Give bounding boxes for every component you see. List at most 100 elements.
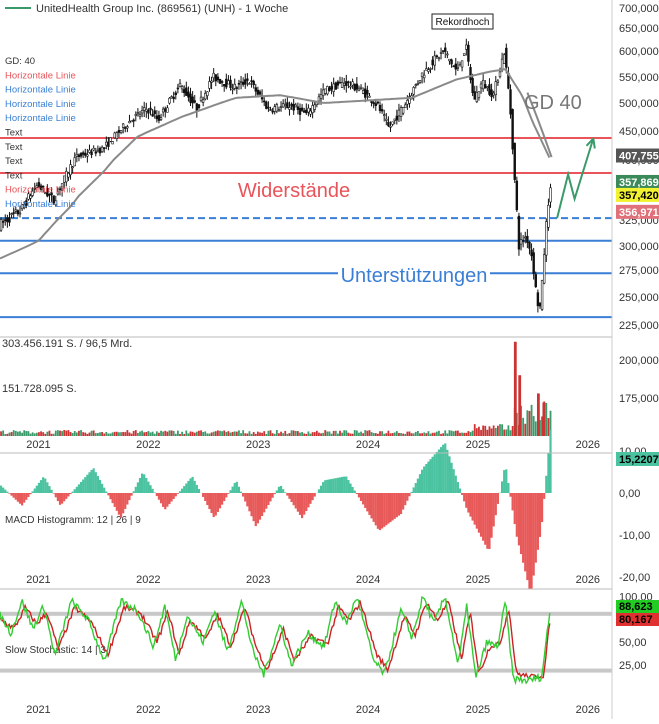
- candle-body: [428, 70, 430, 72]
- volume-bar: [270, 430, 272, 436]
- macd-bar: [469, 493, 471, 517]
- volume-bar: [53, 434, 55, 436]
- volume-bar: [501, 424, 503, 436]
- volume-bar: [444, 430, 446, 436]
- candle-body: [238, 83, 240, 84]
- macd-bar: [427, 462, 429, 493]
- macd-bar: [76, 487, 78, 493]
- volume-bar: [486, 430, 488, 436]
- volume-bar: [343, 430, 345, 436]
- macd-bar: [312, 493, 314, 500]
- volume-bar: [434, 433, 436, 436]
- macd-bar: [347, 480, 349, 493]
- macd-bar: [15, 493, 17, 500]
- candle-body: [213, 73, 215, 78]
- volume-bar: [97, 433, 99, 436]
- macd-bar: [118, 493, 120, 515]
- macd-bar: [234, 483, 236, 493]
- volume-bar: [253, 432, 255, 436]
- volume-bar: [364, 430, 366, 436]
- macd-bar: [314, 493, 316, 497]
- macd-bar: [423, 466, 425, 493]
- macd-bar: [383, 493, 385, 527]
- volume-bar: [70, 432, 72, 436]
- volume-bar: [206, 433, 208, 436]
- volume-bar: [383, 434, 385, 436]
- macd-bar: [333, 479, 335, 493]
- macd-bar: [141, 474, 143, 493]
- macd-bar: [455, 476, 457, 493]
- volume-bar: [303, 433, 305, 436]
- macd-bar: [309, 493, 311, 504]
- volume-bar: [234, 431, 236, 436]
- volume-bar: [472, 431, 474, 436]
- candle-body: [510, 90, 512, 114]
- macd-bar: [84, 477, 86, 493]
- macd-bar: [457, 482, 459, 493]
- candle-body: [255, 88, 257, 92]
- macd-bar: [402, 493, 404, 510]
- candle-body: [234, 84, 236, 88]
- volume-bar: [459, 433, 461, 436]
- candle-body: [181, 87, 183, 89]
- macd-bar: [434, 454, 436, 493]
- macd-panel: MACD Histogramm: 12 | 26 | 9: [0, 430, 552, 589]
- volume-bar: [265, 434, 267, 436]
- candle-body: [514, 143, 516, 179]
- candle-body: [333, 84, 335, 92]
- volume-bar: [385, 433, 387, 436]
- macd-bar: [189, 478, 191, 493]
- volume-bar: [522, 418, 524, 436]
- resistance-label: Widerstände: [238, 180, 350, 202]
- macd-bar: [509, 493, 511, 497]
- volume-bar: [55, 431, 57, 436]
- volume-bar: [213, 432, 215, 436]
- candle-body: [265, 102, 267, 109]
- macd-bar: [480, 493, 482, 537]
- legend-item: Text: [5, 142, 23, 153]
- macd-bar: [284, 492, 286, 493]
- macd-bar: [396, 493, 398, 517]
- macd-bar: [373, 493, 375, 522]
- volume-bar: [404, 434, 406, 436]
- macd-bar: [484, 493, 486, 545]
- macd-bar: [533, 493, 535, 576]
- macd-bar: [545, 476, 547, 493]
- volume-bar: [326, 432, 328, 436]
- candle-body: [493, 93, 495, 95]
- volume-tick-label: 175,000: [619, 393, 659, 405]
- macd-bar: [343, 477, 345, 493]
- volume-bar: [526, 410, 528, 436]
- candle-body: [129, 121, 131, 123]
- year-label: 2023: [246, 574, 270, 586]
- candle-body: [280, 106, 282, 107]
- volume-bar: [356, 431, 358, 436]
- volume-bar: [512, 426, 514, 436]
- candle-body: [478, 92, 480, 98]
- volume-bar: [19, 431, 21, 436]
- candle-body: [120, 130, 122, 132]
- volume-bar: [2, 430, 4, 436]
- candle-body: [86, 155, 88, 156]
- macd-bar: [358, 493, 360, 497]
- macd-bar: [248, 493, 250, 511]
- volume-bar: [30, 434, 32, 436]
- candle-body: [390, 126, 392, 127]
- candle-body: [126, 127, 128, 128]
- volume-bar: [436, 432, 438, 436]
- gd40-label: GD 40: [524, 92, 582, 114]
- macd-bar: [307, 493, 309, 507]
- volume-bar: [228, 431, 230, 436]
- volume-bar: [171, 430, 173, 436]
- macd-bar: [417, 479, 419, 493]
- candle-body: [539, 303, 541, 306]
- macd-bar: [213, 493, 215, 517]
- macd-bar: [250, 493, 252, 516]
- volume-bar: [63, 430, 65, 436]
- volume-bar: [468, 431, 470, 436]
- volume-bar: [51, 434, 53, 436]
- macd-bar: [69, 493, 71, 494]
- candle-body: [423, 75, 425, 78]
- volume-bar: [331, 434, 333, 436]
